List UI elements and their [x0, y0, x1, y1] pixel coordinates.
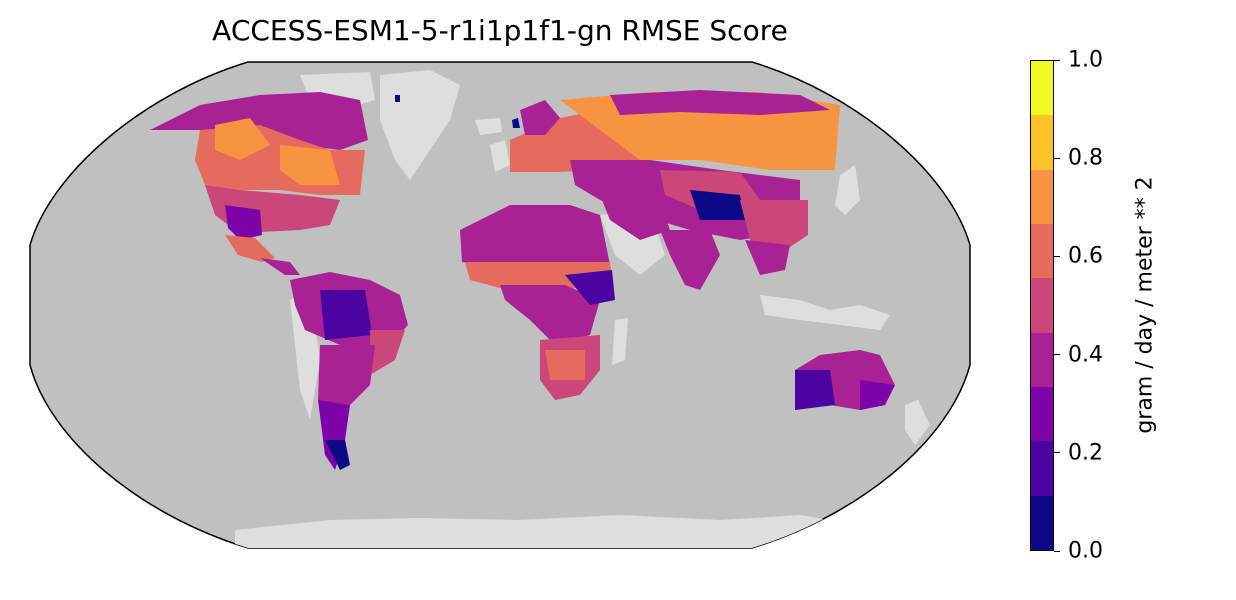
colorbar-segment [1031, 223, 1053, 279]
siberia-north [610, 90, 830, 115]
colorbar-tick-label: 0.2 [1068, 440, 1103, 466]
colorbar-segment [1031, 332, 1053, 387]
britain-land [490, 140, 510, 172]
colorbar-segment [1031, 495, 1053, 550]
colorbar [1030, 60, 1054, 551]
colorbar-segment [1031, 114, 1053, 170]
sahara-region [460, 205, 610, 270]
colorbar-tick [1054, 550, 1060, 552]
colorbar-tick-label: 0.6 [1068, 243, 1103, 269]
world-map [29, 61, 971, 549]
colorbar-tick-label: 0.8 [1068, 145, 1103, 171]
colorbar-tick [1054, 59, 1060, 61]
new-zealand-land [905, 400, 930, 445]
indonesia-land [760, 295, 890, 330]
colorbar-tick [1054, 255, 1060, 257]
arctic-speck-1 [395, 95, 400, 102]
sa-region-brazil-east [370, 330, 405, 375]
map-title: ACCESS-ESM1-5-r1i1p1f1-gn RMSE Score [212, 14, 788, 47]
middle-east-region [600, 195, 670, 240]
na-region-north [150, 92, 368, 150]
colorbar-tick [1054, 354, 1060, 356]
india-region [660, 230, 720, 290]
central-africa-region [500, 285, 600, 345]
sa-region-central [318, 345, 375, 410]
sa-region-argentina [318, 400, 350, 470]
colorbar-segment [1031, 277, 1053, 333]
scandinavia-region [520, 100, 560, 135]
central-america-region [260, 258, 300, 275]
colorbar-tick [1054, 157, 1060, 159]
iceland-land [475, 118, 502, 135]
colorbar-tick-label: 0.4 [1068, 342, 1103, 368]
colorbar-tick-label: 0.0 [1068, 538, 1103, 564]
na-region-east [280, 145, 340, 185]
kalahari-region [545, 350, 585, 380]
colorbar-segment [1031, 60, 1053, 116]
colorbar-tick-label: 1.0 [1068, 47, 1103, 73]
tibet-region [690, 190, 745, 220]
colorbar-segment [1031, 440, 1053, 496]
rmse-raster [150, 90, 895, 470]
arctic-speck-2 [512, 118, 520, 128]
colorbar-tick [1054, 452, 1060, 454]
na-region-southwest [225, 205, 262, 240]
na-region-hudson [215, 118, 270, 160]
madagascar-land [612, 318, 628, 365]
mexico-region [225, 235, 275, 262]
se-asia-region [745, 240, 790, 275]
australia-west-region [795, 370, 835, 410]
australia-east-region [860, 380, 895, 410]
sa-region-amazon [320, 290, 372, 340]
colorbar-segment [1031, 386, 1053, 442]
colorbar-label: gram / day / meter ** 2 [1132, 176, 1158, 434]
sa-region-patagonia [325, 440, 350, 470]
japan-land [835, 165, 860, 215]
antarctica-land [235, 515, 860, 548]
east-africa-region [565, 270, 615, 305]
colorbar-segment [1031, 169, 1053, 224]
